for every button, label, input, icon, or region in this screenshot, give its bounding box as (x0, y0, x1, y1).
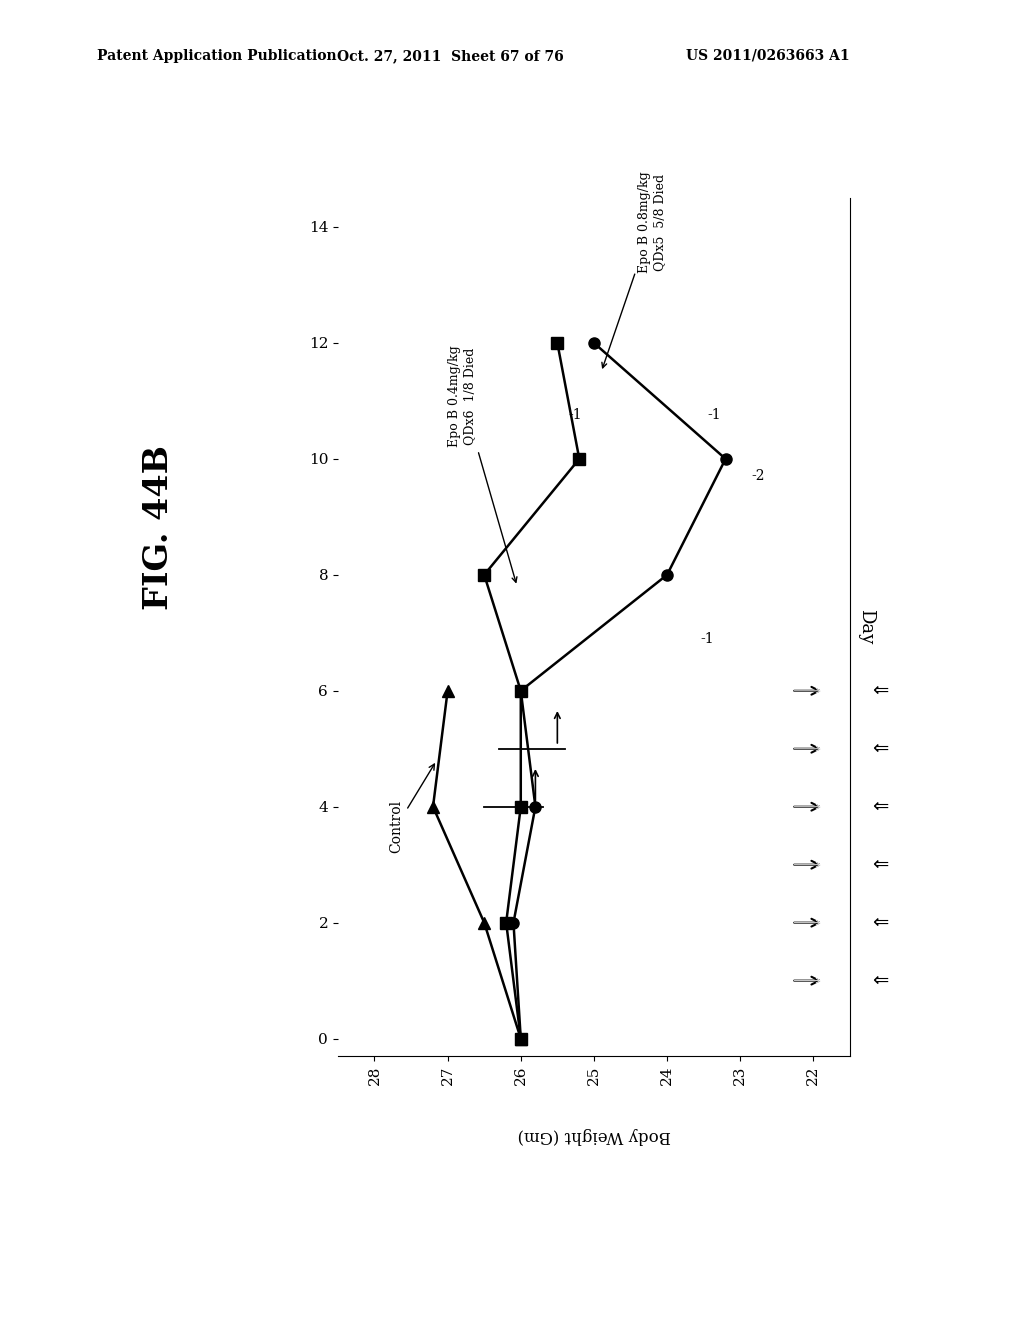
Text: ⇐: ⇐ (872, 739, 889, 758)
Text: US 2011/0263663 A1: US 2011/0263663 A1 (686, 49, 850, 63)
Text: -1: -1 (708, 408, 722, 422)
Text: -2: -2 (752, 470, 765, 483)
Text: Epo B 0.4mg/kg
QDx6  1/8 Died: Epo B 0.4mg/kg QDx6 1/8 Died (449, 346, 517, 582)
Text: Control: Control (389, 764, 434, 853)
Text: ⇐: ⇐ (872, 972, 889, 990)
Text: ⇐: ⇐ (872, 855, 889, 874)
Text: ⇐: ⇐ (872, 797, 889, 816)
Text: Patent Application Publication: Patent Application Publication (97, 49, 337, 63)
Text: -1: -1 (700, 631, 714, 645)
X-axis label: Body Weight (Gm): Body Weight (Gm) (517, 1127, 671, 1144)
Y-axis label: Day: Day (857, 610, 874, 644)
Text: FIG. 44B: FIG. 44B (142, 446, 175, 610)
Text: Epo B 0.8mg/kg
QDx5  5/8 Died: Epo B 0.8mg/kg QDx5 5/8 Died (602, 172, 667, 368)
Text: ⇐: ⇐ (872, 681, 889, 701)
Text: ⇐: ⇐ (872, 913, 889, 932)
Text: Oct. 27, 2011  Sheet 67 of 76: Oct. 27, 2011 Sheet 67 of 76 (337, 49, 564, 63)
Text: -1: -1 (568, 408, 583, 422)
